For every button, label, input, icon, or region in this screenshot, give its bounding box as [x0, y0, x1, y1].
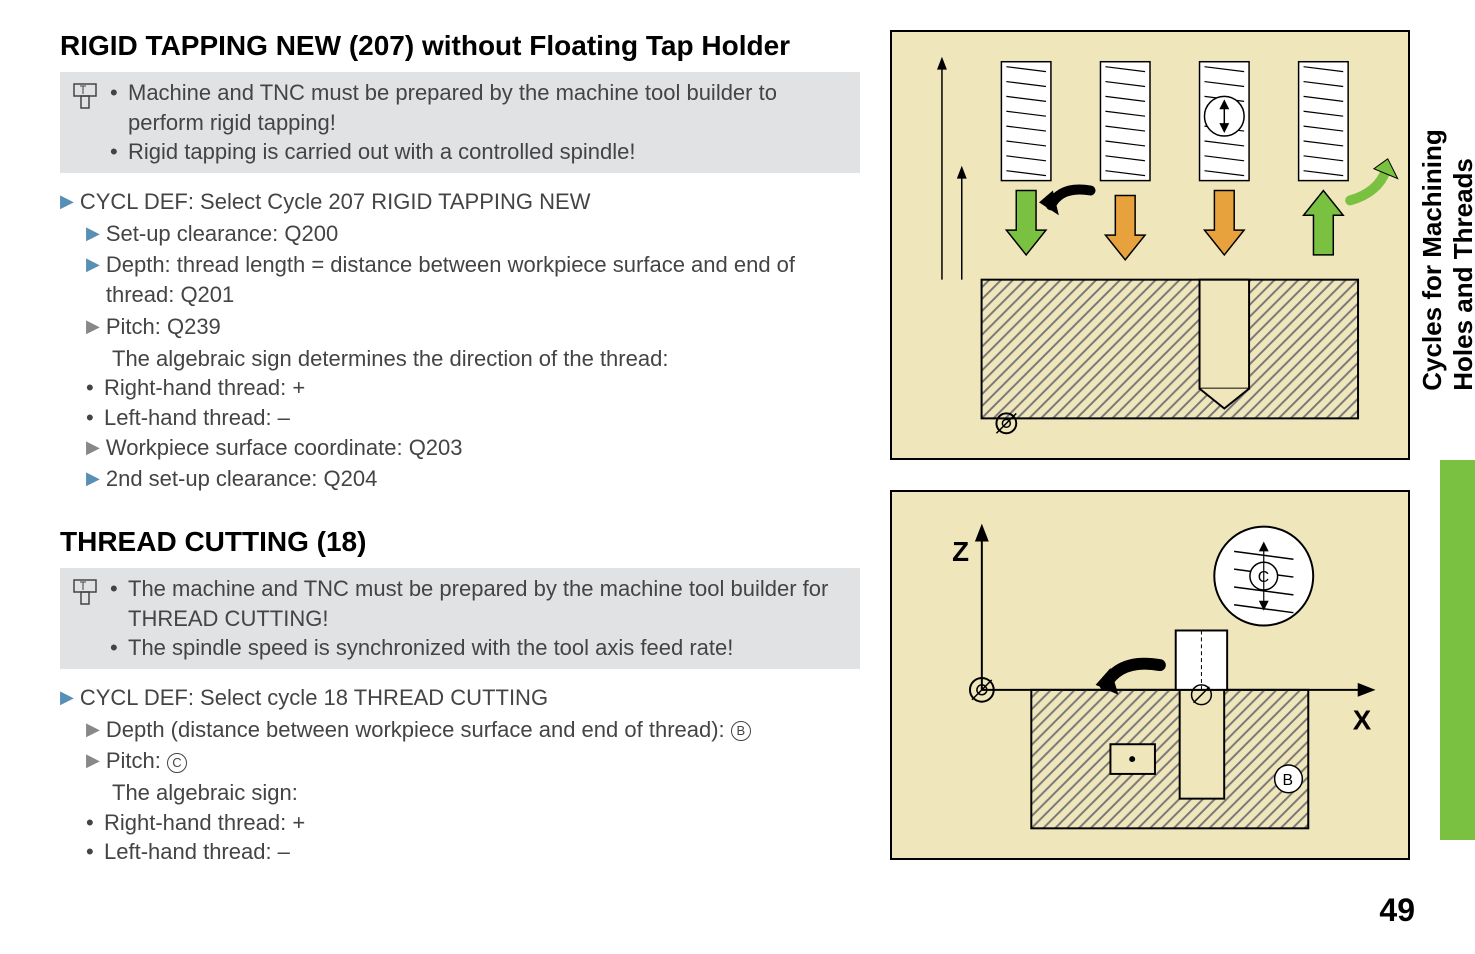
diagram-rigid-tapping	[890, 30, 1410, 460]
section2-param-1: Pitch: C	[106, 746, 187, 776]
tap-3	[1200, 62, 1250, 255]
section2-param-0: Depth (distance between workpiece surfac…	[106, 715, 751, 745]
section1-pitch-bullet-1: Left-hand thread: –	[60, 403, 860, 433]
section1-param2-0: Workpiece surface coordinate: Q203	[106, 433, 463, 463]
section2-pitch-bullet-0: Right-hand thread: +	[60, 808, 860, 838]
machine-icon	[60, 574, 110, 610]
page-number: 49	[1379, 892, 1415, 929]
side-tab: Cycles for Machining Holes and Threads	[1420, 90, 1475, 430]
x-axis-label: X	[1353, 704, 1372, 735]
section2-note-2: The spindle speed is synchronized with t…	[110, 633, 850, 663]
arrow-icon: ▶	[60, 191, 74, 212]
arrow-icon: ▶	[86, 468, 100, 489]
section1-note-block: Machine and TNC must be prepared by the …	[60, 72, 860, 173]
section2-note-1: The machine and TNC must be prepared by …	[110, 574, 850, 633]
tap-2	[1039, 62, 1150, 260]
green-side-bar	[1440, 460, 1475, 840]
arrow-icon: ▶	[86, 223, 100, 244]
section1-note-2: Rigid tapping is carried out with a cont…	[110, 137, 850, 167]
sidebar-line1: Cycles for Machining	[1417, 129, 1447, 391]
section2-note-block: The machine and TNC must be prepared by …	[60, 568, 860, 669]
section1-param-2: Pitch: Q239	[106, 312, 221, 342]
section1-main-step: CYCL DEF: Select Cycle 207 RIGID TAPPING…	[80, 187, 591, 217]
section1-title: RIGID TAPPING NEW (207) without Floating…	[60, 30, 860, 62]
section2-title: THREAD CUTTING (18)	[60, 526, 860, 558]
z-axis-label: Z	[952, 536, 969, 567]
section2-param-1-text: Pitch:	[106, 748, 167, 773]
section2-param-0-text: Depth (distance between workpiece surfac…	[106, 717, 731, 742]
tap-4	[1299, 62, 1398, 255]
circled-c: C	[167, 753, 187, 773]
section1-param-1: Depth: thread length = distance between …	[106, 250, 860, 309]
circled-b: B	[731, 721, 751, 741]
arrow-icon: ▶	[86, 437, 100, 458]
section2-main-step: CYCL DEF: Select cycle 18 THREAD CUTTING	[80, 683, 548, 713]
section2-pitch-note: The algebraic sign:	[60, 778, 860, 808]
arrow-icon: ▶	[60, 687, 74, 708]
sidebar-line2: Holes and Threads	[1448, 158, 1475, 391]
section1-pitch-note: The algebraic sign determines the direct…	[60, 344, 860, 374]
section1-param2-1: 2nd set-up clearance: Q204	[106, 464, 378, 494]
machine-icon	[60, 78, 110, 114]
arrow-icon: ▶	[86, 719, 100, 740]
diagram-thread-cutting: Z X	[890, 490, 1410, 860]
arrow-icon: ▶	[86, 750, 100, 771]
section2-pitch-bullet-1: Left-hand thread: –	[60, 837, 860, 867]
b-label: B	[1283, 772, 1294, 789]
arrow-icon: ▶	[86, 316, 100, 337]
section1-note-1: Machine and TNC must be prepared by the …	[110, 78, 850, 137]
section1-param-0: Set-up clearance: Q200	[106, 219, 338, 249]
arrow-icon: ▶	[86, 254, 100, 275]
section1-pitch-bullet-0: Right-hand thread: +	[60, 373, 860, 403]
tap-1	[1001, 62, 1051, 255]
